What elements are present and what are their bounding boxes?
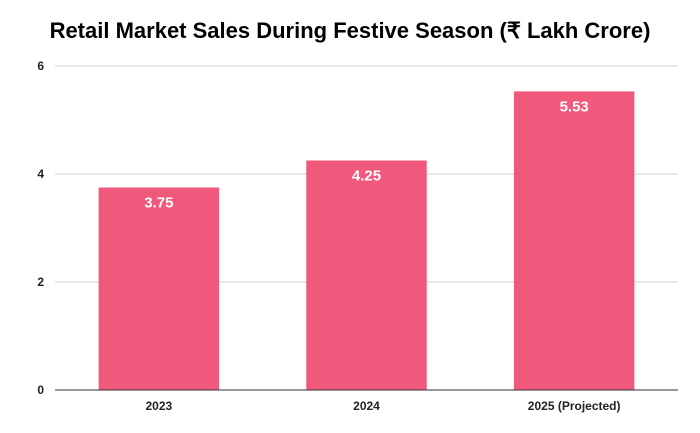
y-tick-label: 6 <box>37 59 44 73</box>
y-tick-label: 0 <box>37 383 44 397</box>
bar <box>513 91 635 390</box>
data-label: 4.25 <box>352 168 381 185</box>
x-tick-label: 2023 <box>145 399 172 413</box>
x-tick-label: 2025 (Projected) <box>528 399 621 413</box>
bar-series: 3.75 4.25 5.53 <box>98 91 635 390</box>
data-label: 3.75 <box>144 195 173 212</box>
bar <box>98 187 220 390</box>
x-tick-label: 2024 <box>353 399 380 413</box>
data-label: 5.53 <box>560 98 589 115</box>
bar <box>306 160 427 390</box>
axes: 0 2 4 6 2023 2024 2025 (Projected) <box>37 59 678 413</box>
chart-title: Retail Market Sales During Festive Seaso… <box>49 18 651 43</box>
y-tick-label: 2 <box>37 275 44 289</box>
y-tick-label: 4 <box>37 167 44 181</box>
